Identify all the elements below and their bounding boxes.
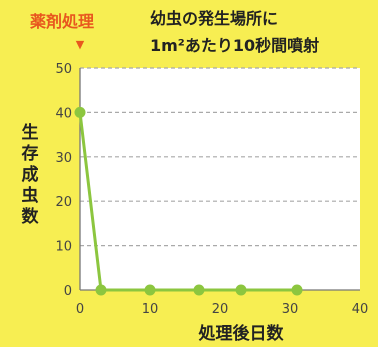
y-tick-label: 20 <box>55 195 72 210</box>
y-tick-labels: 0 10 20 30 40 50 <box>55 62 72 299</box>
x-tick-label: 40 <box>352 302 369 317</box>
y-axis-title: 生存成虫数 <box>22 122 40 227</box>
y-tick-label: 0 <box>64 284 72 299</box>
x-tick-label: 30 <box>282 302 299 317</box>
y-tick-label: 10 <box>55 240 72 255</box>
y-tick-label: 50 <box>55 62 72 77</box>
data-point <box>74 106 86 118</box>
plot-area <box>80 68 360 290</box>
data-point <box>193 284 205 296</box>
x-axis-title: 処理後日数 <box>198 323 285 344</box>
data-point <box>95 284 107 296</box>
x-tick-label: 10 <box>142 302 159 317</box>
condition-note-line2: 1m²あたり10秒間噴射 <box>150 36 319 55</box>
x-tick-label: 20 <box>212 302 229 317</box>
y-tick-label: 40 <box>55 106 72 121</box>
treatment-marker-icon: ▼ <box>76 38 85 51</box>
data-points <box>74 106 303 296</box>
data-point <box>291 284 303 296</box>
grid <box>80 67 360 247</box>
treatment-label: 薬剤処理 <box>29 12 94 31</box>
series-line <box>78 110 299 292</box>
data-point <box>144 284 156 296</box>
condition-note-line1: 幼虫の発生場所に <box>150 9 278 28</box>
y-tick-label: 30 <box>55 151 72 166</box>
x-tick-labels: 0 10 20 30 40 <box>76 302 368 317</box>
data-point <box>235 284 247 296</box>
x-tick-label: 0 <box>76 302 84 317</box>
